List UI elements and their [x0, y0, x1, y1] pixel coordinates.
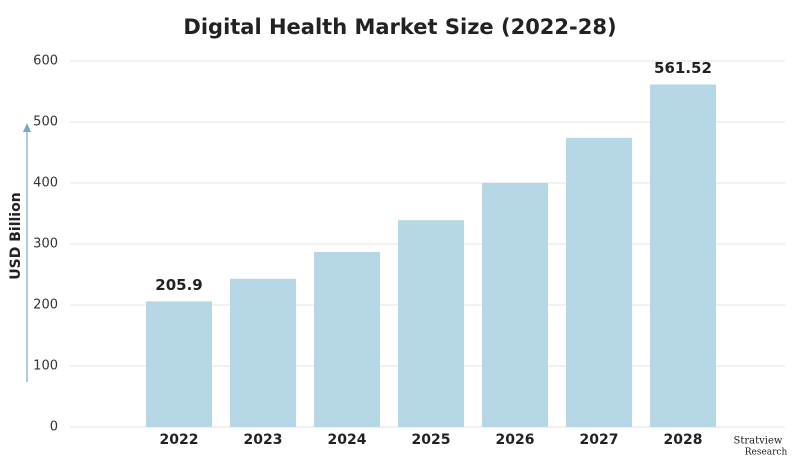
bar — [230, 278, 296, 427]
y-tick-label: 200 — [33, 298, 58, 313]
watermark: Stratview — [734, 436, 783, 447]
bar — [398, 220, 464, 427]
data-label: 205.9 — [155, 276, 202, 294]
axis-arrow-head — [23, 123, 31, 132]
x-tick-label: 2022 — [160, 432, 199, 448]
bar — [314, 251, 380, 427]
x-tick-label: 2027 — [580, 432, 619, 448]
chart-title: Digital Health Market Size (2022-28) — [183, 15, 616, 39]
watermark: Research — [745, 448, 788, 458]
data-label: 561.52 — [654, 59, 712, 77]
bar — [482, 183, 548, 427]
x-tick-label: 2023 — [244, 432, 283, 448]
x-tick-label: 2028 — [664, 432, 703, 448]
y-tick-label: 400 — [33, 176, 58, 191]
x-tick-label: 2024 — [328, 432, 367, 448]
y-tick-label: 500 — [33, 115, 58, 130]
y-tick-label: 100 — [33, 359, 58, 374]
x-tick-label: 2026 — [496, 432, 535, 448]
y-tick-label: 300 — [33, 237, 58, 252]
x-tick-label: 2025 — [412, 432, 451, 448]
y-tick-label: 0 — [50, 420, 58, 435]
bar — [650, 84, 716, 427]
y-tick-label: 600 — [33, 54, 58, 69]
y-axis-label: USD Billion — [8, 192, 24, 279]
bar — [566, 137, 632, 428]
bar — [146, 301, 212, 427]
